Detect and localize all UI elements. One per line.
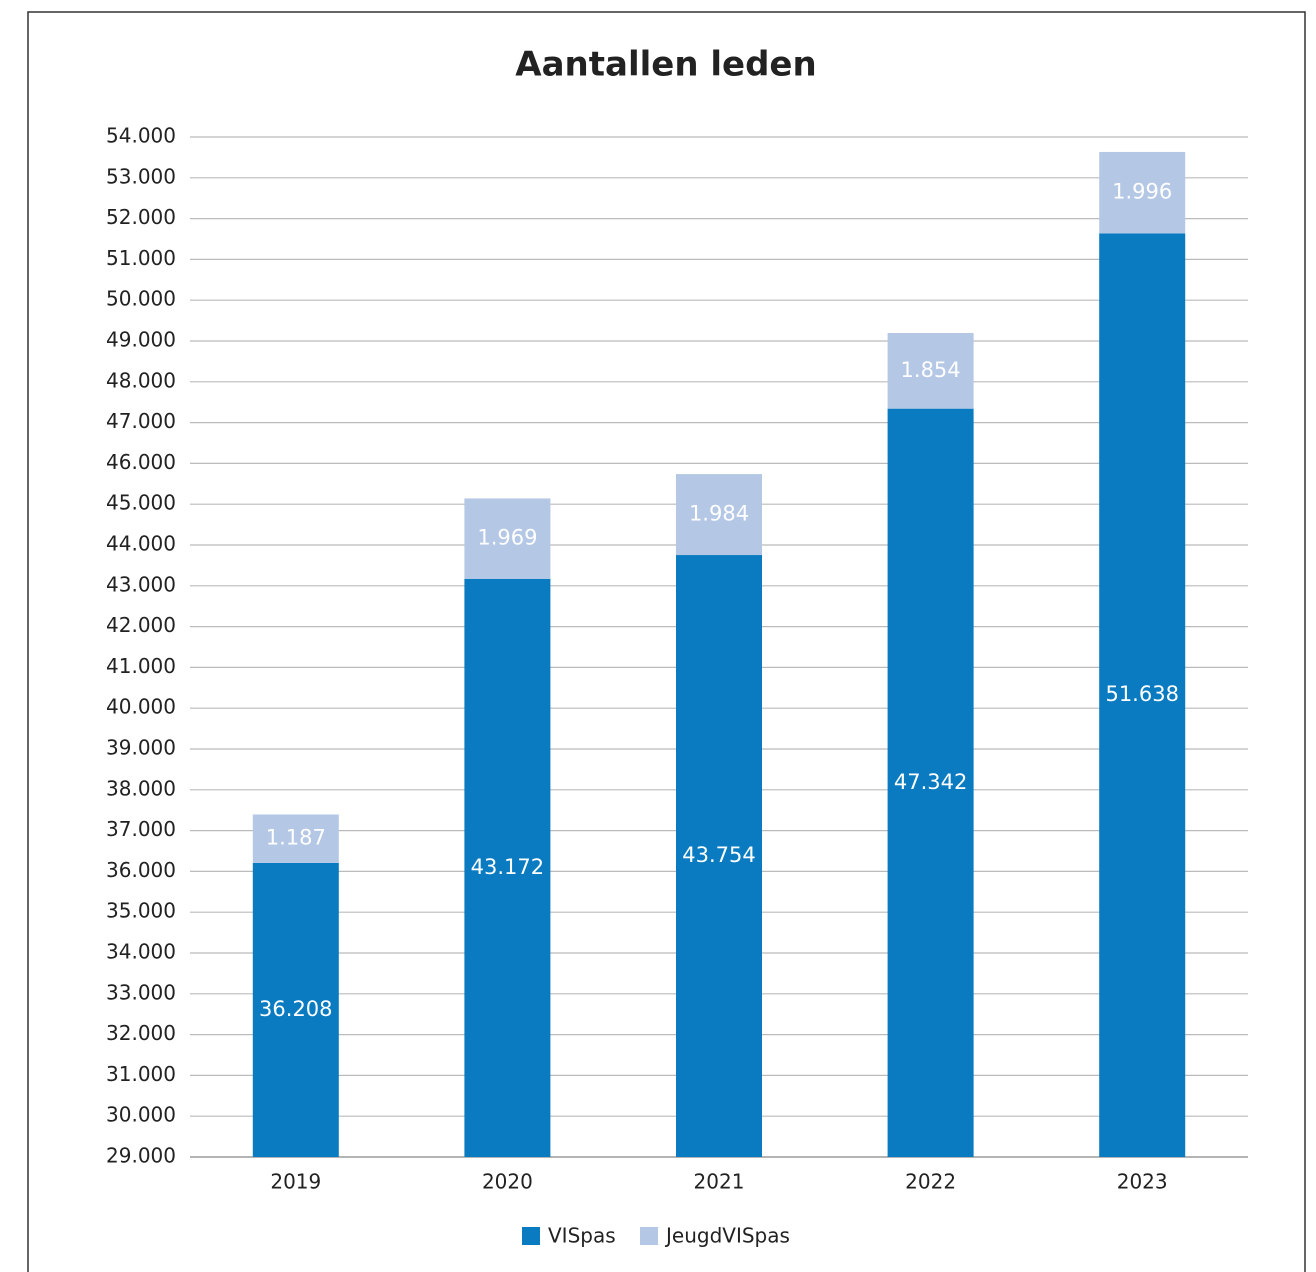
y-tick-label: 45.000: [106, 491, 176, 515]
legend-swatch: [640, 1227, 658, 1245]
y-tick-label: 35.000: [106, 899, 176, 923]
legend-label: VISpas: [548, 1224, 616, 1248]
y-tick-label: 42.000: [106, 613, 176, 637]
bar-segment: [887, 333, 974, 409]
y-tick-label: 38.000: [106, 776, 176, 800]
bar-segment: [887, 408, 974, 1158]
y-tick-label: 43.000: [106, 572, 176, 596]
y-tick-label: 49.000: [106, 328, 176, 352]
x-tick-label: 2021: [694, 1170, 745, 1194]
value-label: 51.638: [1105, 682, 1178, 706]
legend-swatch: [522, 1227, 540, 1245]
bar-segment: [464, 498, 551, 579]
y-tick-label: 47.000: [106, 409, 176, 433]
y-tick-label: 41.000: [106, 654, 176, 678]
bar-segment: [676, 474, 762, 556]
y-tick-label: 54.000: [106, 124, 176, 148]
bar-segment: [252, 862, 339, 1157]
y-tick-label: 50.000: [106, 287, 176, 311]
y-tick-label: 34.000: [106, 940, 176, 964]
value-label: 1.996: [1112, 180, 1172, 204]
value-label: 47.342: [894, 770, 967, 794]
y-tick-label: 52.000: [106, 205, 176, 229]
value-label: 1.187: [266, 826, 326, 850]
value-label: 1.984: [689, 502, 749, 526]
legend-label: JeugdVISpas: [664, 1224, 790, 1248]
y-tick-label: 51.000: [106, 246, 176, 270]
y-tick-label: 46.000: [106, 450, 176, 474]
bar-segment: [252, 814, 339, 863]
value-label: 43.172: [471, 855, 544, 879]
bar-segment: [464, 578, 551, 1157]
y-tick-label: 32.000: [106, 1021, 176, 1045]
y-tick-label: 37.000: [106, 817, 176, 841]
bar-segment: [1099, 151, 1186, 234]
x-tick-label: 2019: [270, 1170, 321, 1194]
y-tick-label: 44.000: [106, 532, 176, 556]
value-label: 36.208: [259, 997, 332, 1021]
value-label: 43.754: [682, 843, 755, 867]
y-tick-label: 53.000: [106, 164, 176, 188]
y-tick-label: 33.000: [106, 980, 176, 1004]
chart-title: Aantallen leden: [515, 45, 816, 85]
chart-frame: [27, 11, 1306, 1272]
bar-segment: [676, 555, 762, 1157]
x-tick-label: 2020: [482, 1170, 533, 1194]
y-tick-label: 31.000: [106, 1062, 176, 1086]
y-tick-label: 40.000: [106, 695, 176, 719]
y-tick-label: 48.000: [106, 368, 176, 392]
x-tick-label: 2023: [1117, 1170, 1168, 1194]
x-tick-label: 2022: [905, 1170, 956, 1194]
y-tick-label: 39.000: [106, 736, 176, 760]
y-tick-label: 30.000: [106, 1103, 176, 1127]
y-tick-label: 36.000: [106, 858, 176, 882]
bar-segment: [1099, 233, 1186, 1157]
y-tick-label: 29.000: [106, 1144, 176, 1168]
value-label: 1.854: [901, 358, 961, 382]
value-label: 1.969: [477, 526, 537, 550]
